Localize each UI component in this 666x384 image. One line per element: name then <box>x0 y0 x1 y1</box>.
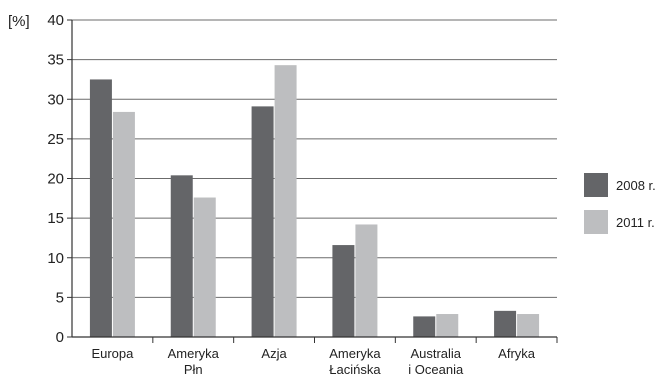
x-tick-label: Afryka <box>498 346 536 361</box>
x-tick-label: Ameryka Płn <box>168 346 220 377</box>
x-axis-labels: Europa Ameryka Płn Azja Ameryka Łacińska Austr… <box>91 346 535 377</box>
x-tick-label: Australia i Oceania <box>408 346 464 377</box>
bar-series-2 <box>517 314 540 337</box>
legend-label: 2008 r. <box>616 178 656 193</box>
y-tick-label: 5 <box>56 289 64 306</box>
legend-label: 2011 r. <box>616 215 655 230</box>
bar-series-2 <box>436 314 459 337</box>
bar-series-2 <box>112 111 135 338</box>
bar-series-1 <box>332 245 355 337</box>
x-tick-label: Azja <box>261 346 287 361</box>
y-tick-label: 30 <box>47 91 64 108</box>
y-tick-label: 15 <box>47 210 64 227</box>
gridlines <box>72 19 557 298</box>
axes <box>71 20 558 343</box>
bar-series-2 <box>274 65 297 338</box>
bar-series-2 <box>193 197 216 337</box>
legend-swatch <box>584 173 608 197</box>
bars <box>89 65 540 338</box>
bar-series-1 <box>170 175 193 337</box>
y-tick-label: 20 <box>47 171 64 188</box>
bar-series-1 <box>251 106 274 337</box>
y-tick-label: 35 <box>47 52 64 69</box>
bar-series-1 <box>413 316 436 337</box>
y-tick-label: 0 <box>56 329 64 346</box>
y-tick-label: 10 <box>47 250 64 267</box>
legend-swatch <box>584 210 608 234</box>
x-tick-label: Europa <box>91 346 134 361</box>
bar-series-1 <box>494 310 517 337</box>
bar-series-2 <box>355 224 378 337</box>
x-tick-label: Ameryka Łacińska <box>329 346 381 377</box>
y-axis-ticks: 0 5 10 15 20 25 30 35 40 <box>47 12 72 346</box>
y-tick-label: 25 <box>47 131 64 148</box>
y-tick-label: 40 <box>47 12 64 29</box>
legend: 2008 r. 2011 r. <box>584 173 656 234</box>
unit-label: [%] <box>8 13 30 30</box>
bar-series-1 <box>89 79 112 337</box>
